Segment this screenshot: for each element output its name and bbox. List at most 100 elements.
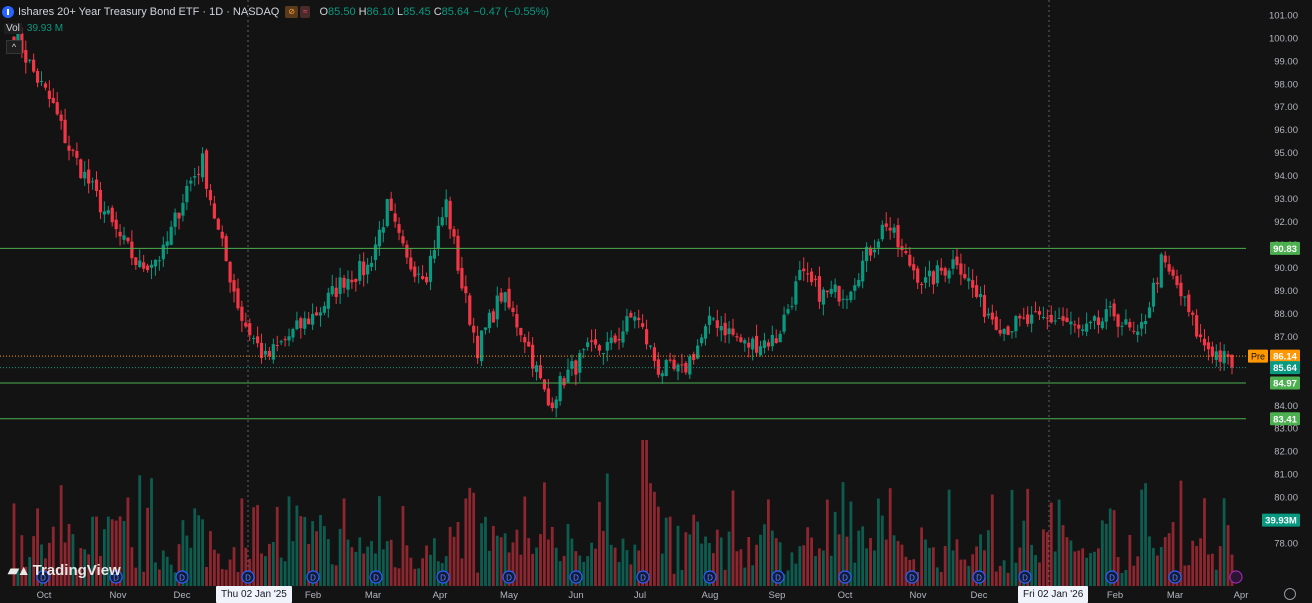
candle-body[interactable] bbox=[1077, 324, 1081, 329]
candle-body[interactable] bbox=[951, 259, 955, 269]
candle-body[interactable] bbox=[177, 212, 181, 219]
candle-body[interactable] bbox=[971, 280, 975, 288]
dividend-marker-icon[interactable] bbox=[109, 570, 123, 584]
candle-body[interactable] bbox=[920, 283, 924, 285]
dividend-marker-icon[interactable] bbox=[175, 570, 189, 584]
candle-body[interactable] bbox=[252, 338, 256, 340]
candle-body[interactable] bbox=[106, 210, 110, 214]
candle-body[interactable] bbox=[1179, 282, 1183, 297]
candle-body[interactable] bbox=[299, 318, 303, 329]
candle-body[interactable] bbox=[1026, 314, 1030, 324]
candle-body[interactable] bbox=[397, 224, 401, 233]
dividend-marker-icon[interactable] bbox=[771, 570, 785, 584]
candle-body[interactable] bbox=[102, 211, 106, 215]
candle-body[interactable] bbox=[841, 298, 845, 300]
candle-body[interactable] bbox=[354, 278, 358, 282]
candle-body[interactable] bbox=[601, 353, 605, 355]
candle-body[interactable] bbox=[1202, 338, 1207, 346]
candle-body[interactable] bbox=[963, 274, 967, 279]
candle-body[interactable] bbox=[939, 267, 943, 271]
candle-body[interactable] bbox=[1010, 331, 1014, 333]
candle-body[interactable] bbox=[130, 241, 134, 259]
candle-body[interactable] bbox=[880, 224, 884, 240]
candle-body[interactable] bbox=[688, 356, 692, 375]
settings-gear-icon[interactable] bbox=[1284, 588, 1296, 600]
candle-body[interactable] bbox=[641, 323, 645, 327]
candle-body[interactable] bbox=[546, 388, 550, 406]
candle-body[interactable] bbox=[134, 257, 138, 265]
candle-body[interactable] bbox=[193, 176, 197, 178]
candle-body[interactable] bbox=[519, 328, 523, 336]
candle-body[interactable] bbox=[692, 354, 696, 360]
candle-body[interactable] bbox=[185, 185, 189, 203]
candle-body[interactable] bbox=[711, 318, 715, 320]
candle-body[interactable] bbox=[98, 189, 103, 213]
candle-body[interactable] bbox=[1159, 254, 1163, 288]
dividend-marker-icon[interactable] bbox=[838, 570, 852, 584]
candle-body[interactable] bbox=[817, 276, 822, 302]
candle-body[interactable] bbox=[381, 227, 385, 233]
candle-body[interactable] bbox=[566, 369, 570, 383]
candle-body[interactable] bbox=[39, 80, 44, 82]
candle-body[interactable] bbox=[169, 226, 173, 245]
candle-body[interactable] bbox=[1116, 314, 1120, 327]
candle-body[interactable] bbox=[931, 271, 935, 285]
candle-body[interactable] bbox=[487, 312, 492, 328]
candle-body[interactable] bbox=[1030, 314, 1034, 324]
candle-body[interactable] bbox=[542, 379, 547, 390]
candle-body[interactable] bbox=[515, 314, 519, 328]
dividend-marker-icon[interactable] bbox=[1168, 570, 1182, 584]
collapse-legend-button[interactable]: ^ bbox=[6, 40, 22, 54]
candle-body[interactable] bbox=[837, 285, 841, 302]
candle-body[interactable] bbox=[1120, 325, 1124, 327]
candle-body[interactable] bbox=[1132, 330, 1136, 332]
candle-body[interactable] bbox=[79, 159, 83, 178]
candle-body[interactable] bbox=[790, 306, 794, 308]
candle-body[interactable] bbox=[1183, 296, 1187, 298]
candle-body[interactable] bbox=[421, 276, 425, 279]
candle-body[interactable] bbox=[766, 342, 770, 347]
candle-body[interactable] bbox=[401, 236, 405, 244]
candle-body[interactable] bbox=[499, 292, 503, 302]
candle-body[interactable] bbox=[735, 336, 739, 338]
candle-body[interactable] bbox=[1088, 321, 1093, 324]
candle-body[interactable] bbox=[460, 267, 464, 289]
candle-body[interactable] bbox=[1092, 316, 1097, 321]
candle-body[interactable] bbox=[279, 341, 283, 343]
candle-body[interactable] bbox=[138, 260, 142, 267]
dividend-marker-icon[interactable] bbox=[436, 570, 450, 584]
candle-body[interactable] bbox=[114, 219, 118, 230]
candle-body[interactable] bbox=[703, 326, 708, 339]
candle-body[interactable] bbox=[637, 317, 641, 321]
symbol-title[interactable]: Ishares 20+ Year Treasury Bond ETF · 1D … bbox=[18, 6, 280, 18]
candle-body[interactable] bbox=[90, 181, 95, 183]
candle-body[interactable] bbox=[47, 90, 51, 99]
candle-body[interactable] bbox=[204, 150, 209, 189]
candle-body[interactable] bbox=[707, 315, 712, 326]
candle-body[interactable] bbox=[263, 350, 268, 355]
candle-body[interactable] bbox=[833, 284, 837, 293]
candle-body[interactable] bbox=[440, 217, 444, 226]
candle-body[interactable] bbox=[1112, 303, 1116, 317]
candle-body[interactable] bbox=[1061, 316, 1065, 321]
candle-body[interactable] bbox=[743, 340, 747, 344]
candle-body[interactable] bbox=[417, 273, 421, 275]
dividend-marker-icon[interactable] bbox=[369, 570, 383, 584]
candle-body[interactable] bbox=[67, 145, 71, 151]
candle-body[interactable] bbox=[892, 227, 896, 233]
candle-body[interactable] bbox=[479, 330, 484, 362]
candle-body[interactable] bbox=[978, 294, 983, 298]
candle-body[interactable] bbox=[189, 180, 193, 184]
candle-body[interactable] bbox=[593, 339, 598, 345]
candle-body[interactable] bbox=[1175, 276, 1179, 286]
candle-body[interactable] bbox=[1037, 311, 1042, 315]
candle-body[interactable] bbox=[861, 260, 865, 282]
candle-body[interactable] bbox=[1195, 315, 1199, 337]
candle-body[interactable] bbox=[782, 314, 786, 332]
candle-body[interactable] bbox=[145, 265, 150, 271]
dividend-marker-icon[interactable] bbox=[36, 570, 50, 584]
candle-body[interactable] bbox=[1049, 314, 1053, 323]
candle-body[interactable] bbox=[754, 335, 759, 353]
candle-body[interactable] bbox=[927, 270, 932, 277]
candle-body[interactable] bbox=[110, 207, 114, 223]
